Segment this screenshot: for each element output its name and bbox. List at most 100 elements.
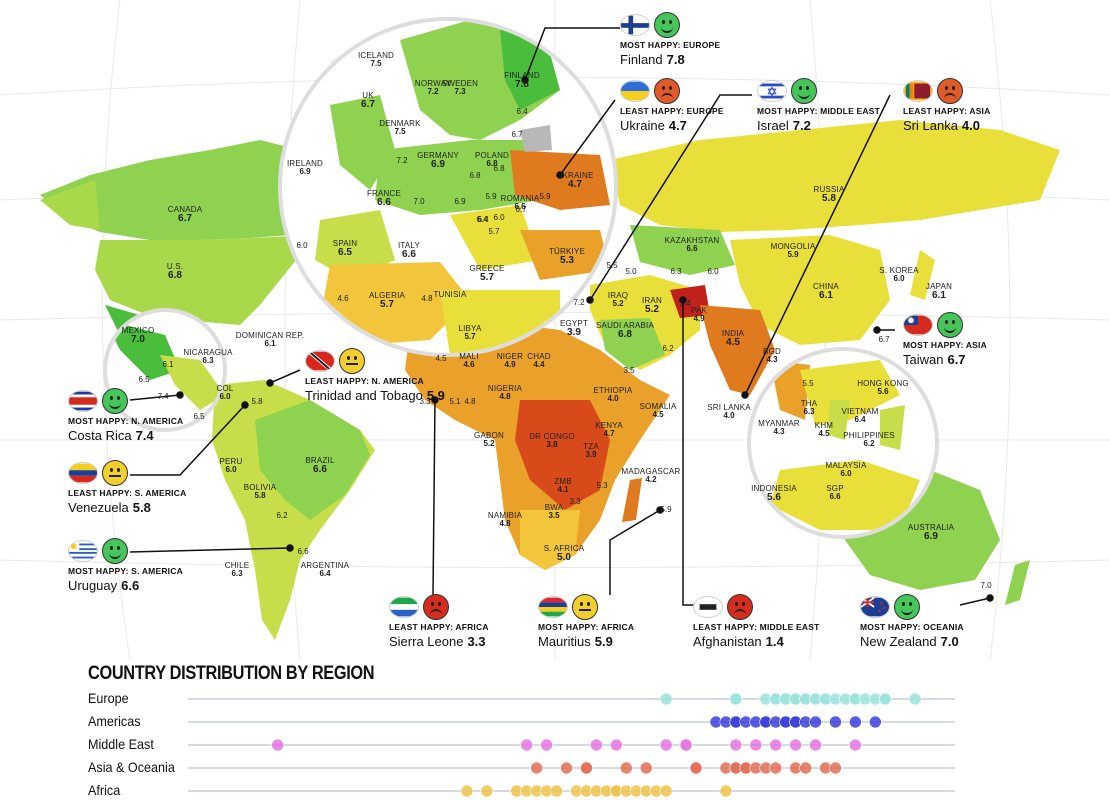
country-name: NICARAGUA: [183, 348, 233, 357]
country-name: JAPAN: [925, 282, 953, 291]
country-name: NIGERIA: [487, 384, 523, 393]
country-label: THA 6.3: [769, 399, 849, 417]
callout-tag: MOST HAPPY: AFRICA: [538, 622, 635, 632]
neutral-face-icon: [572, 594, 598, 620]
country-label: PHILIPPINES 6.2: [829, 431, 909, 449]
country-label: INDONESIA 5.6: [734, 484, 814, 504]
map-score-label: 6.4: [476, 215, 488, 224]
country-name: INDIA: [721, 329, 745, 338]
country-score: 5.6: [767, 492, 781, 504]
callout-score: 5.8: [132, 500, 151, 515]
map-score-label: 7.0: [980, 581, 992, 590]
country-score: 6.9: [299, 167, 311, 177]
country-score: 6.8: [618, 329, 632, 341]
map-score-label: 6.2: [662, 344, 674, 353]
map-score-label: 6.4: [516, 107, 528, 116]
distribution-point: [769, 761, 783, 775]
map-score-label: 7.2: [573, 298, 585, 307]
country-score: 5.3: [560, 255, 574, 267]
country-name: TÜRKIYE: [548, 247, 586, 256]
country-score: 5.2: [483, 439, 495, 449]
se-asia-inset: [747, 347, 939, 539]
country-label: ALGERIA 5.7: [347, 291, 427, 311]
country-name: EGYPT: [559, 319, 589, 328]
map-score-label: 5.0: [625, 267, 637, 276]
country-name: BWA: [544, 503, 564, 512]
country-name: SRI LANKA: [707, 403, 751, 412]
callout-country-name: Costa Rica: [68, 428, 132, 443]
callout-taiwan: MOST HAPPY: ASIA Taiwan 6.7: [903, 312, 1073, 372]
country-label: COL 6.0: [185, 384, 265, 402]
distribution-point: [908, 692, 922, 706]
country-name: ICELAND: [357, 51, 395, 60]
country-label: INDIA 4.5: [693, 329, 773, 349]
map-score-label: 5.5: [802, 379, 814, 388]
country-label: SRI LANKA 4.0: [689, 403, 769, 421]
country-label: FRANCE 6.6: [344, 189, 424, 209]
callout-country-name: Mauritius: [538, 634, 591, 649]
callout-tag: MOST HAPPY: S. AMERICA: [68, 566, 183, 576]
country-label: GERMANY 6.9: [398, 151, 478, 171]
callout-tag: LEAST HAPPY: S. AMERICA: [68, 488, 187, 498]
region-distribution-chart: [188, 692, 955, 798]
new-zealand-shape: [1005, 560, 1030, 605]
country-name: NORWAY: [414, 79, 452, 88]
callout-country-name: Sierra Leone: [389, 634, 464, 649]
callout-country-name: Sri Lanka: [903, 118, 958, 133]
saudi-shape: [600, 318, 665, 370]
country-score: 7.5: [394, 127, 406, 137]
country-name: TZA: [583, 442, 599, 451]
country-name: MONGOLIA: [770, 242, 816, 251]
map-score-label: 6.5: [138, 375, 150, 384]
country-label: HONG KONG 5.6: [843, 379, 923, 397]
callout-score: 4.7: [668, 118, 687, 133]
callout-score: 7.2: [792, 118, 811, 133]
country-score: 5.2: [612, 299, 624, 309]
callout-afghanistan: LEAST HAPPY: MIDDLE EAST Afghanistan 1.4: [693, 594, 863, 654]
country-score: 6.0: [225, 465, 237, 475]
country-name: LIBYA: [458, 324, 482, 333]
country-label: PERU 6.0: [191, 457, 271, 475]
distribution-point: [580, 761, 593, 775]
country-label: AUSTRALIA 6.9: [891, 523, 971, 543]
neutral-face-icon: [339, 348, 365, 374]
country-name: IRELAND: [286, 159, 324, 168]
country-label: S. AFRICA 5.0: [524, 544, 604, 564]
central-africa-shape: [515, 400, 610, 510]
country-label: TUNISIA: [410, 290, 490, 299]
country-label: CHILE 6.3: [197, 561, 277, 579]
country-score: 4.3: [773, 427, 785, 437]
country-name: DOMINICAN REP.: [235, 331, 305, 340]
country-label: KENYA 4.7: [569, 421, 649, 439]
callout-country: Afghanistan 1.4: [693, 634, 784, 649]
country-label: ITALY 6.6: [369, 241, 449, 261]
country-score: 6.6: [829, 492, 841, 502]
country-name: ZMB: [554, 477, 572, 486]
happy-face-icon: [102, 538, 128, 564]
country-score: 6.1: [819, 290, 833, 302]
country-label: U.S. 6.8: [135, 262, 215, 282]
happy-face-icon: [102, 388, 128, 414]
sierra-leone-flag-icon: [389, 596, 419, 618]
country-score: 6.9: [431, 159, 445, 171]
distribution-point: [639, 761, 653, 775]
map-score-label: 6.7: [511, 130, 523, 139]
callout-country: Finland 7.8: [620, 52, 685, 67]
country-label: S. KOREA 6.0: [859, 266, 939, 284]
country-name: GABON: [474, 431, 504, 440]
map-score-label: 6.8: [469, 171, 481, 180]
country-label: LIBYA 5.7: [430, 324, 510, 342]
country-label: IRAQ 5.2: [578, 291, 658, 309]
country-score: 7.0: [131, 334, 145, 346]
country-score: 4.5: [652, 410, 664, 420]
callout-score: 7.0: [940, 634, 959, 649]
callout-country: New Zealand 7.0: [860, 634, 959, 649]
country-score: 4.7: [603, 429, 615, 439]
country-label: KAZAKHSTAN 6.6: [652, 236, 732, 254]
russia-shape: [610, 120, 1060, 232]
country-label: ETHIOPIA 4.0: [573, 386, 653, 404]
callout-country: Costa Rica 7.4: [68, 428, 154, 443]
distribution-point: [550, 784, 563, 798]
country-label: PAK 4.9: [659, 306, 739, 324]
country-name: PERU: [219, 457, 243, 466]
